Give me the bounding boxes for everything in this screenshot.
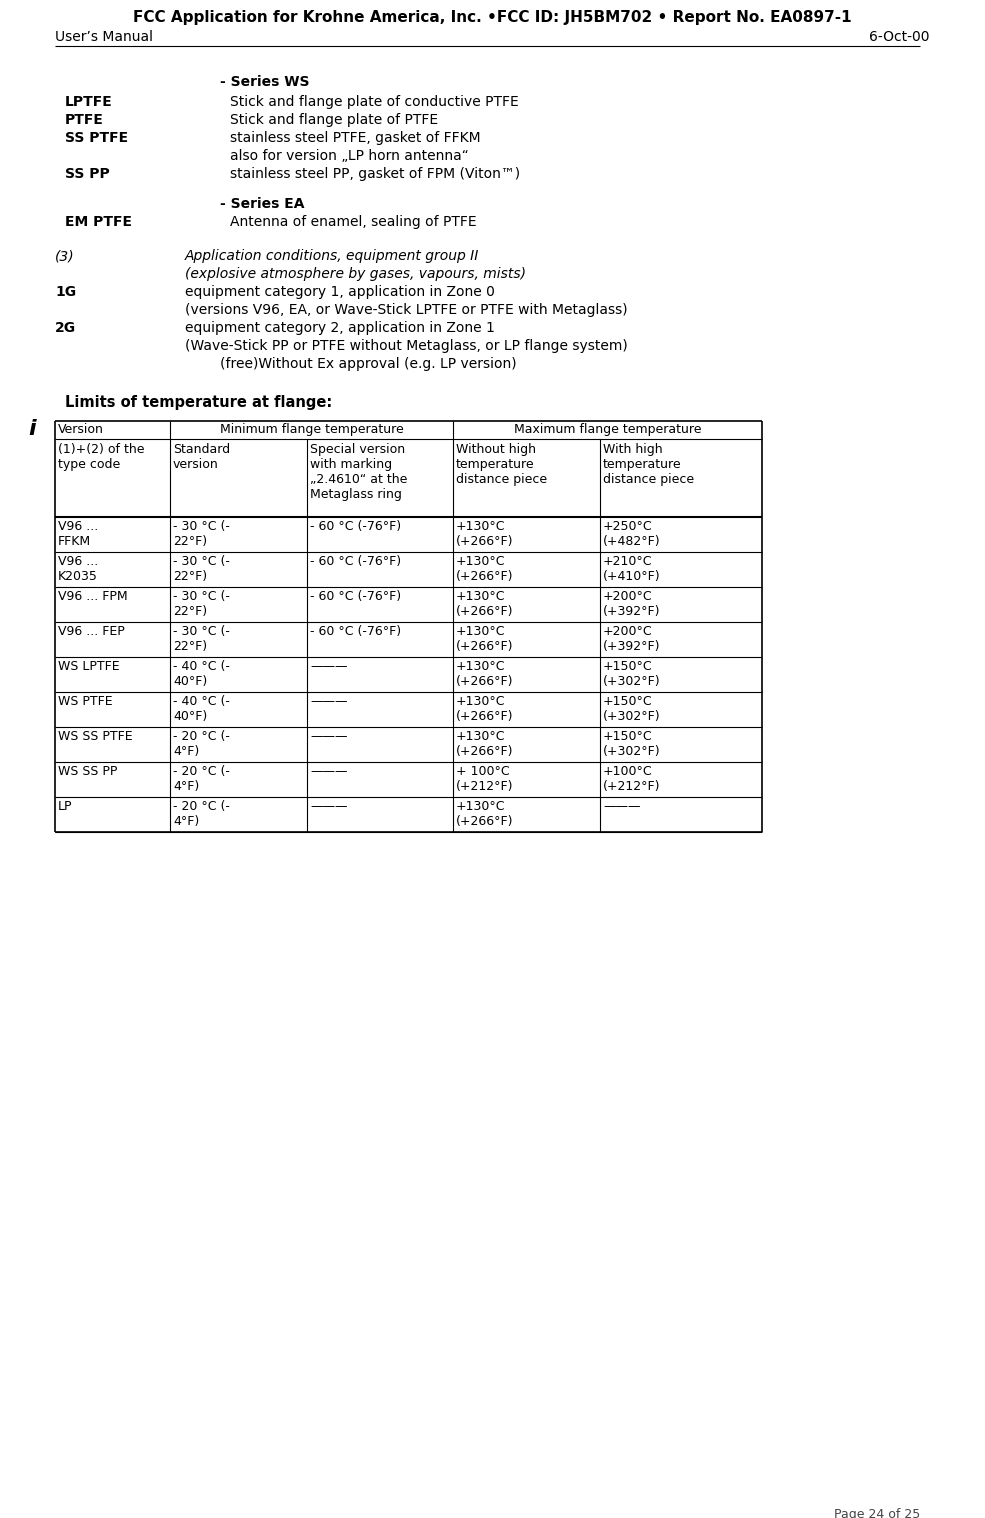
Text: Maximum flange temperature: Maximum flange temperature	[514, 424, 701, 436]
Text: Antenna of enamel, sealing of PTFE: Antenna of enamel, sealing of PTFE	[230, 216, 477, 229]
Text: stainless steel PP, gasket of FPM (Viton™): stainless steel PP, gasket of FPM (Viton…	[230, 167, 520, 181]
Text: SS PTFE: SS PTFE	[65, 131, 128, 146]
Text: - 20 °C (-
4°F): - 20 °C (- 4°F)	[173, 800, 230, 827]
Text: EM PTFE: EM PTFE	[65, 216, 132, 229]
Text: (1)+(2) of the
type code: (1)+(2) of the type code	[58, 443, 145, 471]
Text: WS SS PP: WS SS PP	[58, 765, 117, 779]
Text: +130°C
(+266°F): +130°C (+266°F)	[456, 730, 513, 757]
Text: (free)Without Ex approval (e.g. LP version): (free)Without Ex approval (e.g. LP versi…	[185, 357, 516, 370]
Text: - Series EA: - Series EA	[220, 197, 304, 211]
Text: +200°C
(+392°F): +200°C (+392°F)	[603, 625, 661, 653]
Text: stainless steel PTFE, gasket of FFKM: stainless steel PTFE, gasket of FFKM	[230, 131, 481, 146]
Text: ———: ———	[310, 695, 348, 707]
Text: (Wave-Stick PP or PTFE without Metaglass, or LP flange system): (Wave-Stick PP or PTFE without Metaglass…	[185, 339, 627, 354]
Text: Version: Version	[58, 424, 103, 436]
Text: ———: ———	[310, 660, 348, 672]
Text: + 100°C
(+212°F): + 100°C (+212°F)	[456, 765, 513, 792]
Text: PTFE: PTFE	[65, 112, 103, 128]
Text: (3): (3)	[55, 249, 75, 263]
Text: LPTFE: LPTFE	[65, 96, 112, 109]
Text: WS SS PTFE: WS SS PTFE	[58, 730, 133, 742]
Text: Page 24 of 25: Page 24 of 25	[833, 1507, 920, 1518]
Text: - 20 °C (-
4°F): - 20 °C (- 4°F)	[173, 765, 230, 792]
Text: +100°C
(+212°F): +100°C (+212°F)	[603, 765, 661, 792]
Text: +150°C
(+302°F): +150°C (+302°F)	[603, 695, 661, 723]
Text: 1G: 1G	[55, 285, 76, 299]
Text: +130°C
(+266°F): +130°C (+266°F)	[456, 521, 513, 548]
Text: +150°C
(+302°F): +150°C (+302°F)	[603, 730, 661, 757]
Text: ———: ———	[310, 765, 348, 779]
Text: +130°C
(+266°F): +130°C (+266°F)	[456, 625, 513, 653]
Text: +250°C
(+482°F): +250°C (+482°F)	[603, 521, 661, 548]
Text: V96 ...
FFKM: V96 ... FFKM	[58, 521, 98, 548]
Text: +130°C
(+266°F): +130°C (+266°F)	[456, 800, 513, 827]
Text: - 30 °C (-
22°F): - 30 °C (- 22°F)	[173, 521, 230, 548]
Text: ———: ———	[310, 800, 348, 814]
Text: V96 ... FEP: V96 ... FEP	[58, 625, 125, 638]
Text: User’s Manual: User’s Manual	[55, 30, 153, 44]
Text: +130°C
(+266°F): +130°C (+266°F)	[456, 556, 513, 583]
Text: equipment category 2, application in Zone 1: equipment category 2, application in Zon…	[185, 320, 494, 335]
Text: ———: ———	[310, 730, 348, 742]
Text: Standard
version: Standard version	[173, 443, 230, 471]
Text: FCC Application for Krohne America, Inc. •FCC ID: JH5BM702 • Report No. EA0897-1: FCC Application for Krohne America, Inc.…	[133, 11, 852, 24]
Text: 2G: 2G	[55, 320, 76, 335]
Text: 6-Oct-00: 6-Oct-00	[870, 30, 930, 44]
Text: V96 ...
K2035: V96 ... K2035	[58, 556, 98, 583]
Text: (versions V96, EA, or Wave-Stick LPTFE or PTFE with Metaglass): (versions V96, EA, or Wave-Stick LPTFE o…	[185, 304, 627, 317]
Text: - 30 °C (-
22°F): - 30 °C (- 22°F)	[173, 556, 230, 583]
Text: SS PP: SS PP	[65, 167, 109, 181]
Text: - 60 °C (-76°F): - 60 °C (-76°F)	[310, 591, 401, 603]
Text: - 60 °C (-76°F): - 60 °C (-76°F)	[310, 521, 401, 533]
Text: Minimum flange temperature: Minimum flange temperature	[220, 424, 404, 436]
Text: - 30 °C (-
22°F): - 30 °C (- 22°F)	[173, 625, 230, 653]
Text: equipment category 1, application in Zone 0: equipment category 1, application in Zon…	[185, 285, 494, 299]
Text: +210°C
(+410°F): +210°C (+410°F)	[603, 556, 661, 583]
Text: With high
temperature
distance piece: With high temperature distance piece	[603, 443, 694, 486]
Text: - 60 °C (-76°F): - 60 °C (-76°F)	[310, 556, 401, 568]
Text: - 40 °C (-
40°F): - 40 °C (- 40°F)	[173, 695, 230, 723]
Text: WS LPTFE: WS LPTFE	[58, 660, 119, 672]
Text: Application conditions, equipment group II: Application conditions, equipment group …	[185, 249, 480, 263]
Text: LP: LP	[58, 800, 73, 814]
Text: - 20 °C (-
4°F): - 20 °C (- 4°F)	[173, 730, 230, 757]
Text: Special version
with marking
„2.4610“ at the
Metaglass ring: Special version with marking „2.4610“ at…	[310, 443, 408, 501]
Text: Without high
temperature
distance piece: Without high temperature distance piece	[456, 443, 547, 486]
Text: also for version „LP horn antenna“: also for version „LP horn antenna“	[230, 149, 469, 162]
Text: +200°C
(+392°F): +200°C (+392°F)	[603, 591, 661, 618]
Text: +130°C
(+266°F): +130°C (+266°F)	[456, 591, 513, 618]
Text: Stick and flange plate of conductive PTFE: Stick and flange plate of conductive PTF…	[230, 96, 519, 109]
Text: i: i	[28, 419, 35, 439]
Text: WS PTFE: WS PTFE	[58, 695, 112, 707]
Text: - Series WS: - Series WS	[220, 74, 309, 90]
Text: - 60 °C (-76°F): - 60 °C (-76°F)	[310, 625, 401, 638]
Text: +130°C
(+266°F): +130°C (+266°F)	[456, 660, 513, 688]
Text: Limits of temperature at flange:: Limits of temperature at flange:	[65, 395, 332, 410]
Text: Stick and flange plate of PTFE: Stick and flange plate of PTFE	[230, 112, 438, 128]
Text: V96 ... FPM: V96 ... FPM	[58, 591, 128, 603]
Text: - 40 °C (-
40°F): - 40 °C (- 40°F)	[173, 660, 230, 688]
Text: - 30 °C (-
22°F): - 30 °C (- 22°F)	[173, 591, 230, 618]
Text: ———: ———	[603, 800, 640, 814]
Text: +130°C
(+266°F): +130°C (+266°F)	[456, 695, 513, 723]
Text: (explosive atmosphere by gases, vapours, mists): (explosive atmosphere by gases, vapours,…	[185, 267, 526, 281]
Text: +150°C
(+302°F): +150°C (+302°F)	[603, 660, 661, 688]
